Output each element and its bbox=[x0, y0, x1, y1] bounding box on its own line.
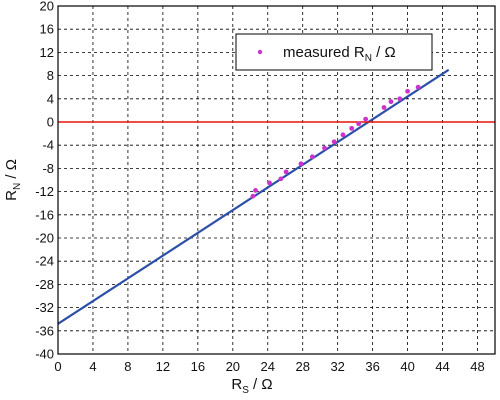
y-tick-label: 8 bbox=[47, 68, 54, 83]
x-axis-label-suffix: / Ω bbox=[249, 376, 273, 393]
data-point bbox=[298, 161, 304, 167]
data-point bbox=[397, 96, 403, 102]
data-point bbox=[309, 154, 315, 160]
legend-label-sub: N bbox=[365, 53, 372, 64]
y-axis-label-sub: N bbox=[12, 183, 23, 190]
y-axis-label-suffix: / Ω bbox=[3, 159, 20, 183]
y-tick-label: 20 bbox=[40, 0, 54, 14]
data-point bbox=[415, 84, 421, 90]
data-point bbox=[388, 99, 394, 105]
data-point bbox=[340, 132, 346, 138]
legend-box bbox=[235, 33, 433, 71]
y-tick-label: -8 bbox=[42, 161, 54, 176]
data-point bbox=[381, 105, 387, 110]
legend-label-suffix: / Ω bbox=[372, 44, 396, 61]
x-axis-ticks: 0 4 8 12 16 20 24 28 32 36 40 44 48 bbox=[54, 359, 484, 374]
plot-frame bbox=[57, 5, 496, 355]
measured-points bbox=[250, 84, 421, 199]
y-tick-label: -40 bbox=[35, 347, 54, 362]
x-tick-label: 28 bbox=[295, 359, 309, 374]
x-axis-label: RS / Ω bbox=[231, 376, 272, 396]
data-point bbox=[356, 121, 362, 127]
y-tick-label: -24 bbox=[35, 254, 54, 269]
x-tick-label: 40 bbox=[400, 359, 414, 374]
x-tick-label: 32 bbox=[330, 359, 344, 374]
y-tick-label: -4 bbox=[42, 138, 54, 153]
data-point bbox=[349, 125, 355, 131]
x-axis-label-sub: S bbox=[242, 385, 249, 396]
y-tick-label: 4 bbox=[47, 91, 54, 106]
x-tick-label: 24 bbox=[261, 359, 275, 374]
y-tick-label: -20 bbox=[35, 231, 54, 246]
x-tick-label: 4 bbox=[89, 359, 96, 374]
data-point bbox=[267, 180, 272, 186]
x-tick-label: 8 bbox=[124, 359, 131, 374]
y-tick-label: -32 bbox=[35, 300, 54, 315]
y-tick-label: 12 bbox=[40, 45, 54, 60]
x-axis-label-main: R bbox=[231, 376, 242, 393]
data-point bbox=[253, 188, 258, 193]
legend-label-main: measured R bbox=[283, 44, 365, 61]
data-point bbox=[405, 88, 410, 94]
x-tick-label: 12 bbox=[156, 359, 170, 374]
legend-marker bbox=[257, 49, 263, 55]
x-tick-label: 48 bbox=[470, 359, 484, 374]
y-tick-label: 0 bbox=[47, 115, 54, 130]
data-point bbox=[322, 145, 327, 151]
x-tick-label: 20 bbox=[226, 359, 240, 374]
y-tick-label: -12 bbox=[35, 184, 54, 199]
data-point bbox=[363, 116, 369, 122]
x-tick-label: 16 bbox=[191, 359, 205, 374]
x-tick-label: 44 bbox=[435, 359, 449, 374]
y-tick-label: -36 bbox=[35, 323, 54, 338]
data-point bbox=[331, 139, 337, 145]
x-tick-label: 36 bbox=[365, 359, 379, 374]
legend: measured RN / Ω bbox=[235, 33, 433, 71]
data-point bbox=[250, 193, 256, 199]
y-tick-label: -16 bbox=[35, 207, 54, 222]
y-tick-label: -28 bbox=[35, 277, 54, 292]
y-axis-ticks: 20 16 12 8 4 0 -4 -8 -12 -16 -20 -24 -28 -32 -36 -40 bbox=[35, 0, 54, 362]
data-point bbox=[283, 169, 289, 175]
data-point bbox=[278, 176, 284, 182]
legend-label: measured RN / Ω bbox=[283, 44, 396, 64]
y-axis-label: RN / Ω bbox=[3, 159, 23, 201]
y-axis-label-main: R bbox=[3, 190, 20, 201]
y-tick-label: 16 bbox=[40, 22, 54, 37]
x-tick-label: 0 bbox=[54, 359, 61, 374]
